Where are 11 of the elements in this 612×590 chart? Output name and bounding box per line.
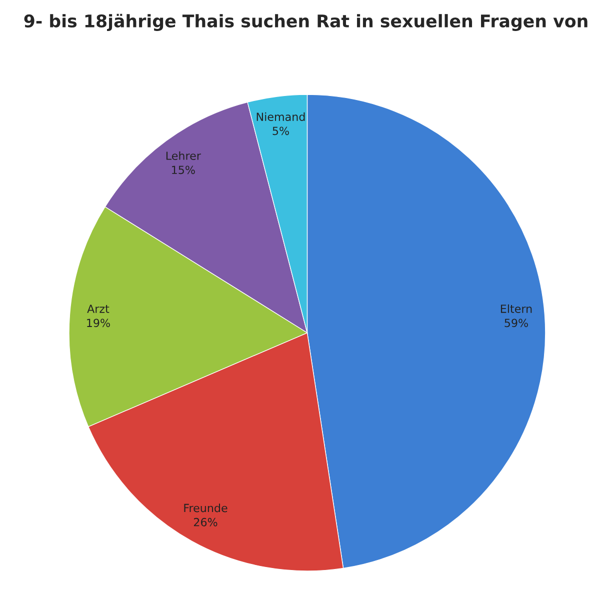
- data-label: 59%: [504, 318, 528, 328]
- slice-label: Eltern: [500, 304, 532, 313]
- chart-title: 9- bis 18jährige Thais suchen Rat in sexuellen Fragen von: [24, 14, 588, 32]
- slice-label: Freunde: [184, 504, 228, 512]
- data-label: 19%: [87, 318, 110, 328]
- data-label: 15%: [172, 166, 195, 174]
- slice-label: Arzt: [87, 304, 110, 313]
- slice-label: Lehrer: [166, 151, 201, 160]
- slice-label: Niemand: [256, 112, 305, 121]
- data-label: 26%: [194, 518, 218, 526]
- data-label: 5%: [272, 126, 289, 136]
